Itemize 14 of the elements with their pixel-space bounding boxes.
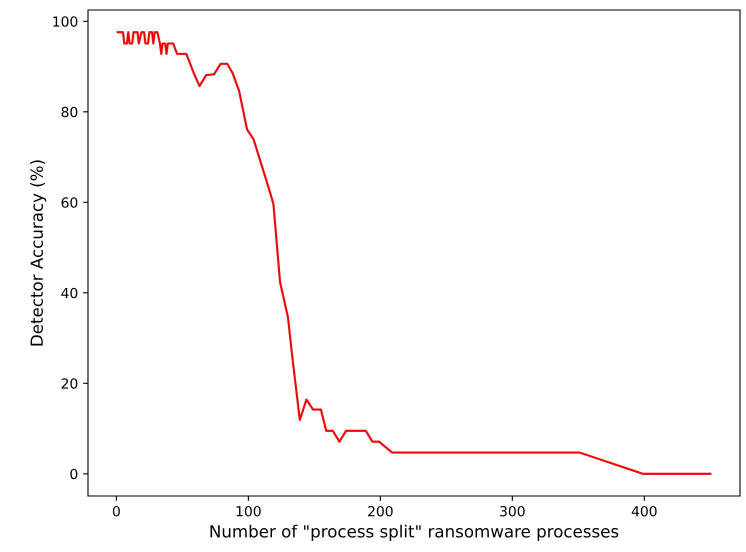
x-tick-label: 300 [500,506,525,516]
x-axis-title: Number of "process split" ransomware processes [210,524,618,541]
x-tick-label: 200 [368,506,393,516]
y-tick-label: 40 [61,288,78,298]
y-tick-label: 60 [62,197,78,208]
line-series [116,31,712,475]
x-tick-label: 400 [632,506,657,516]
x-tick-label: 100 [236,506,261,516]
y-tick-label: 20 [62,378,78,389]
y-tick-label: 80 [62,106,78,118]
x-tick-label: 0 [112,506,120,516]
y-axis-title: Detector Accuracy (%) [30,160,46,346]
y-tick-label: 0 [70,468,78,480]
y-tick-label: 100 [53,16,78,27]
